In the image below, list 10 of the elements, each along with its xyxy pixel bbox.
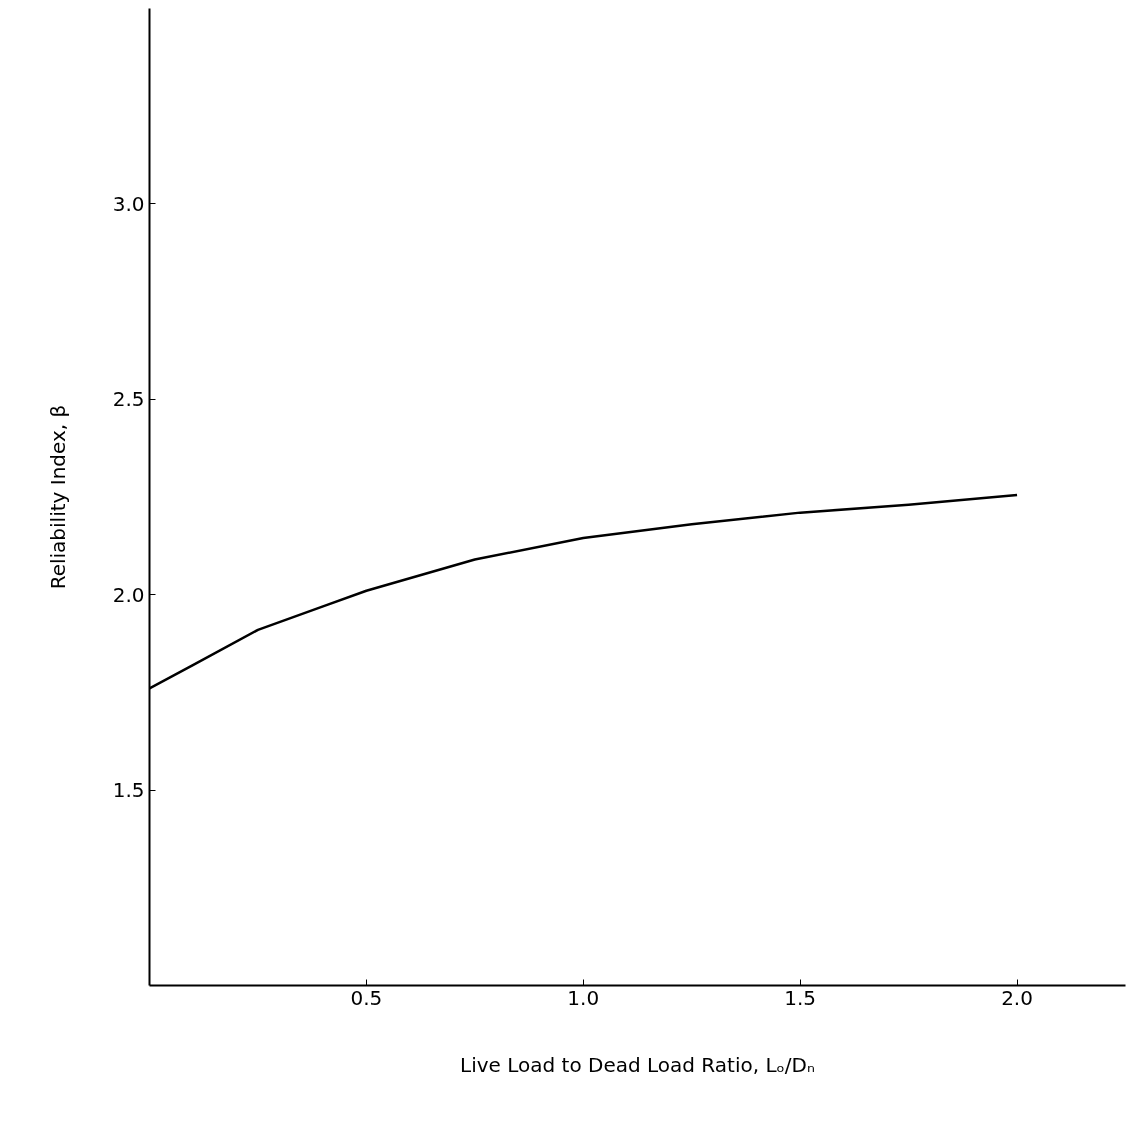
x-axis-title: Live Load to Dead Load Ratio, Lₒ/Dₙ: [460, 1052, 815, 1077]
x-tick-label: 1.0: [567, 985, 600, 1010]
x-tick-label: 1.5: [784, 985, 817, 1010]
x-tick-label: 0.5: [350, 985, 383, 1010]
y-tick-label: 2.0: [112, 582, 145, 607]
y-tick-label: 3.0: [112, 191, 145, 216]
y-axis-title: Reliability Index, β: [45, 404, 70, 590]
y-tick-label: 1.5: [112, 778, 145, 803]
y-tick-label: 2.5: [112, 387, 145, 412]
x-tick-label: 2.0: [1001, 985, 1033, 1010]
